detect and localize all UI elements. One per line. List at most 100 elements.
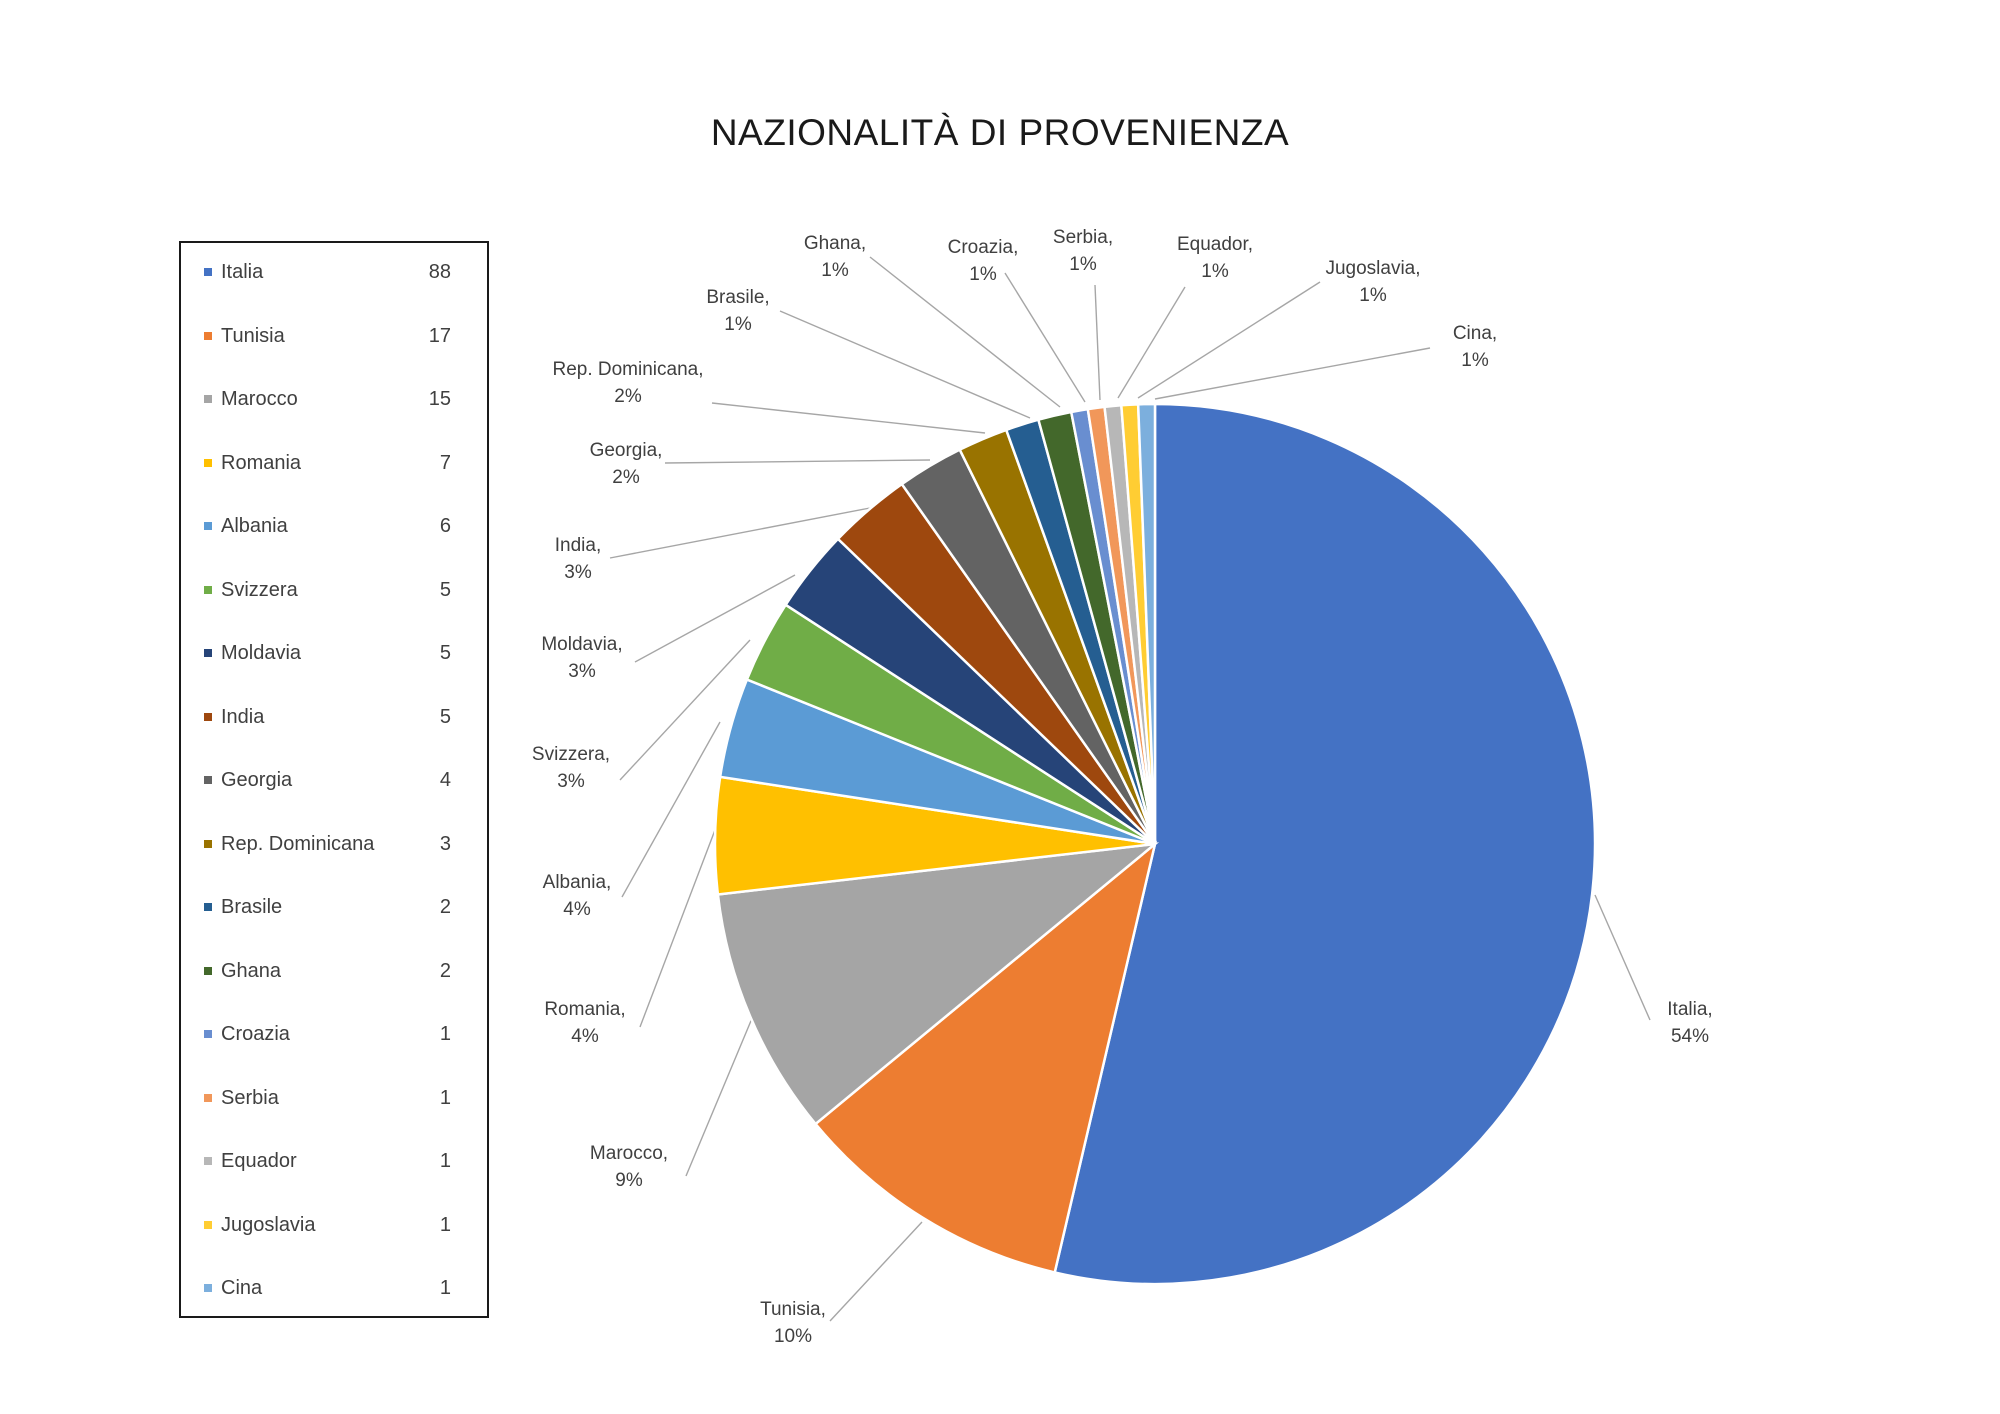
legend-label: Svizzera	[221, 578, 298, 601]
legend-count: 5	[439, 705, 451, 728]
legend-label: Brasile	[221, 896, 283, 918]
legend-count: 5	[439, 642, 451, 664]
legend-swatch	[204, 458, 212, 467]
pie-slice	[1053, 402, 1597, 1286]
leader-line	[1594, 894, 1651, 1021]
leader-line	[1004, 272, 1086, 403]
legend-item: Brasile 2	[181, 892, 487, 922]
legend-label: Italia	[221, 261, 264, 283]
legend-item: Moldavia 5	[181, 638, 487, 668]
legend-item: Romania 7	[181, 448, 487, 478]
legend-swatch	[204, 585, 212, 594]
leader-line	[621, 721, 721, 898]
legend-count: 1	[439, 1023, 451, 1045]
legend-label: Cina	[221, 1277, 263, 1299]
legend-item: Rep. Dominicana 3	[181, 829, 487, 859]
leader-line	[664, 459, 931, 464]
legend-count: 6	[439, 515, 451, 537]
legend-label: Rep. Dominicana	[221, 832, 375, 855]
legend-count: 2	[439, 896, 451, 918]
slice-label: Italia, 54%	[1667, 999, 1712, 1047]
leader-lines	[609, 256, 1651, 1322]
legend-item: Jugoslavia 1	[181, 1210, 487, 1240]
legend-swatch	[204, 1093, 212, 1102]
legend-count: 17	[428, 324, 451, 347]
legend-count: 1	[439, 1086, 451, 1109]
legend-swatch	[204, 712, 212, 721]
legend-label: Tunisia	[221, 324, 285, 347]
leader-line	[1137, 281, 1321, 399]
leader-line	[829, 1221, 923, 1322]
legend-label: Marocco	[221, 388, 298, 410]
leader-line	[685, 1015, 754, 1177]
legend-count: 1	[439, 1277, 451, 1299]
legend-label: Moldavia	[221, 642, 302, 664]
legend-item: Albania 6	[181, 511, 487, 541]
legend-count: 3	[439, 832, 451, 855]
slice-labels: Italia, 54% Tunisia, 10% Marocco, 9% Romania, 4…	[532, 227, 1713, 1347]
slice-label: Romania, 4%	[544, 999, 625, 1047]
slice-label: Marocco, 9%	[590, 1143, 668, 1191]
leader-line	[609, 507, 871, 559]
slice-label: Tunisia, 10%	[760, 1299, 826, 1347]
pie-slice	[1136, 402, 1157, 845]
legend-swatch	[204, 839, 212, 848]
leader-line	[1094, 284, 1101, 401]
legend-label: Albania	[221, 515, 288, 537]
leader-line	[1154, 347, 1431, 400]
legend-swatch	[204, 522, 212, 530]
pie-slice	[813, 840, 1158, 1274]
leader-line	[1117, 286, 1186, 399]
legend-swatch	[204, 395, 212, 403]
legend-label: Ghana	[221, 959, 282, 982]
legend-label: Equador	[221, 1150, 297, 1172]
legend-item: Croazia 1	[181, 1019, 487, 1049]
legend-count: 1	[439, 1213, 451, 1236]
legend-label: Georgia	[221, 769, 293, 791]
legend-count: 5	[439, 578, 451, 601]
legend-item: Serbia 1	[181, 1083, 487, 1113]
legend-label: Jugoslavia	[221, 1213, 316, 1236]
slice-label: Ghana, 1%	[804, 233, 866, 281]
legend-swatch	[204, 1157, 212, 1165]
legend-item: Equador 1	[181, 1146, 487, 1176]
legend-count: 88	[428, 261, 451, 283]
legend-swatch	[204, 1220, 212, 1229]
legend-item: Cina 1	[181, 1273, 487, 1303]
legend-swatch	[204, 1284, 212, 1292]
legend-label: Romania	[221, 451, 302, 474]
pie-slice	[716, 842, 1160, 1126]
leader-line	[639, 829, 716, 1028]
legend-swatch	[204, 1030, 212, 1038]
legend-item: Georgia 4	[181, 765, 487, 795]
legend: Italia 88 Tunisia 17 Marocco 15 Romania 7 Albani…	[179, 241, 489, 1318]
chart-title: NAZIONALITÀ DI PROVENIENZA	[710, 112, 1290, 153]
legend-swatch	[204, 649, 212, 657]
legend-count: 4	[439, 769, 451, 791]
legend-swatch	[204, 331, 212, 340]
leader-line	[634, 574, 796, 663]
legend-count: 7	[439, 451, 451, 474]
slice-label: Serbia, 1%	[1053, 227, 1113, 275]
legend-swatch	[204, 776, 212, 784]
legend-count: 2	[439, 959, 451, 982]
slice-label: Brasile, 1%	[706, 287, 769, 335]
legend-label: Croazia	[221, 1023, 290, 1045]
slice-label: Jugoslavia, 1%	[1325, 258, 1420, 306]
leader-line	[779, 310, 1031, 419]
pie-slices	[713, 402, 1597, 1286]
leader-line	[869, 256, 1061, 408]
legend-item: Tunisia 17	[181, 321, 487, 351]
legend-swatch	[204, 903, 212, 911]
legend-label: Serbia	[221, 1086, 279, 1109]
leader-line	[619, 639, 751, 781]
legend-item: Marocco 15	[181, 384, 487, 414]
slice-label: Croazia, 1%	[948, 237, 1019, 285]
slice-label: Cina, 1%	[1453, 323, 1497, 371]
legend-swatch	[204, 268, 212, 276]
legend-item: India 5	[181, 702, 487, 732]
leader-line	[711, 402, 986, 434]
legend-item: Italia 88	[181, 257, 487, 287]
slice-label: Svizzera, 3%	[532, 744, 610, 792]
